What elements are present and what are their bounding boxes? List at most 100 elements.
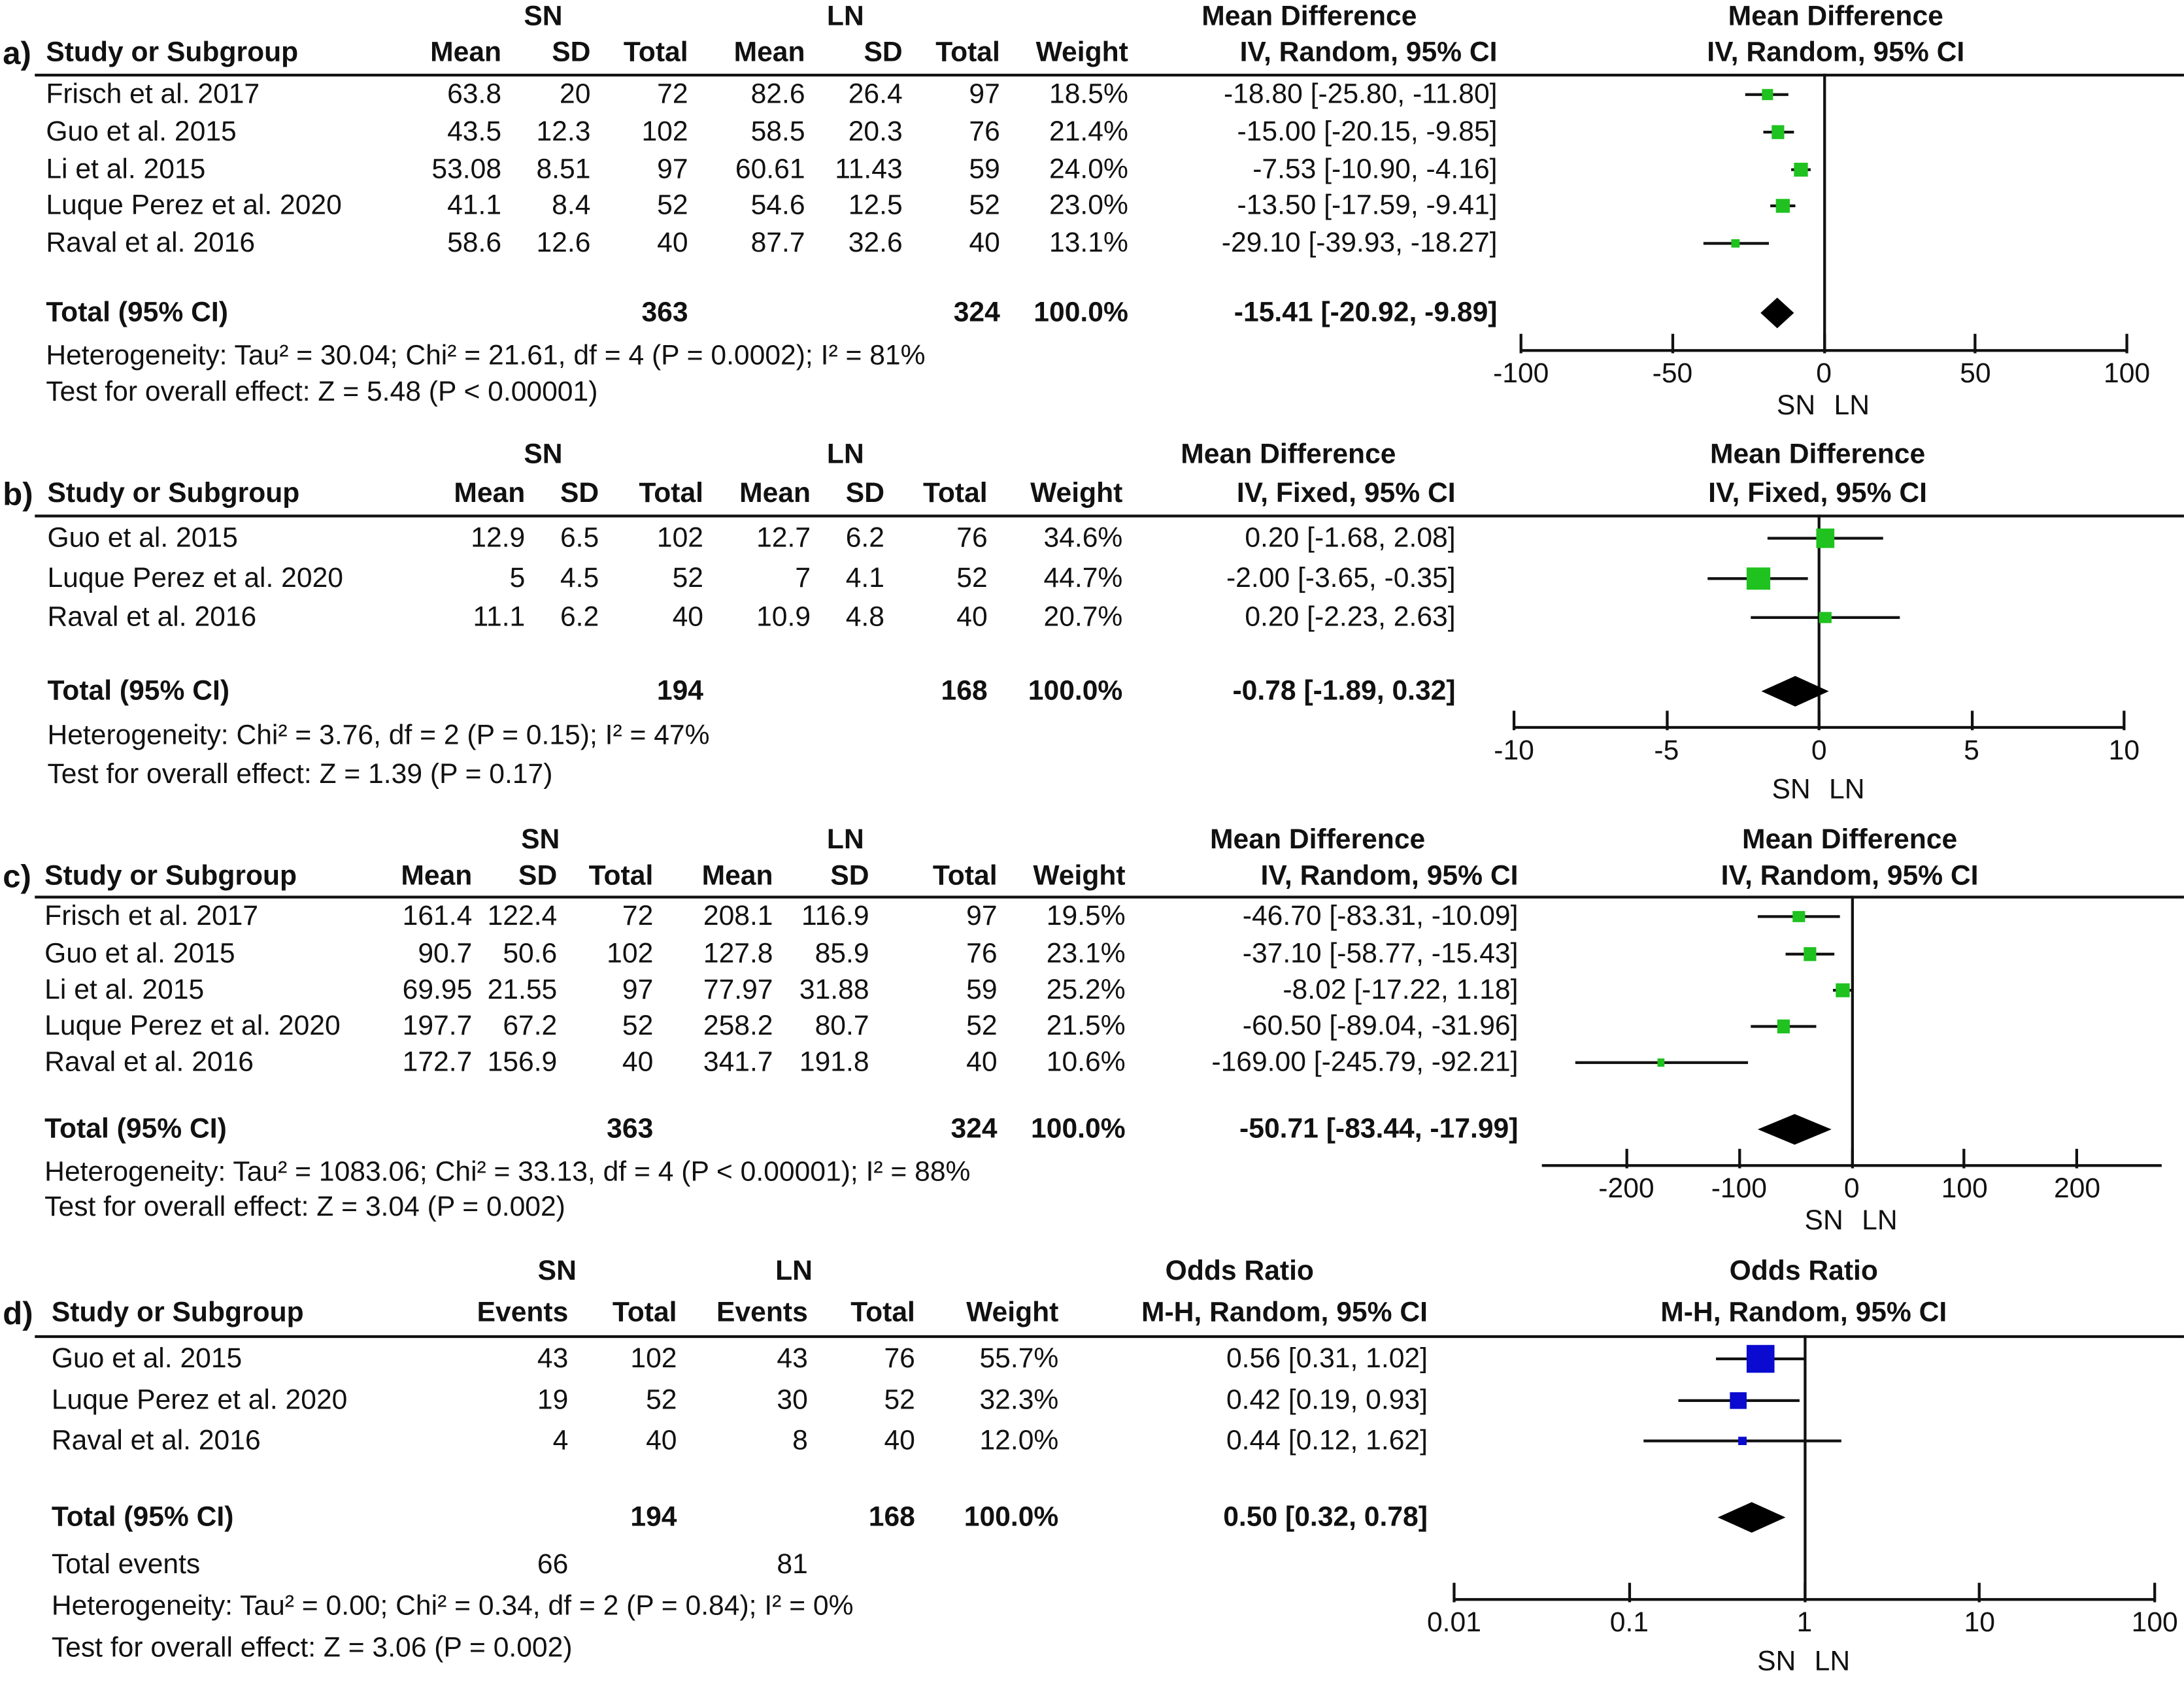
table-cell: -7.53 [-10.90, -4.16]	[1252, 154, 1498, 186]
effect-marker	[1794, 163, 1808, 177]
table-cell: 102	[607, 939, 654, 970]
total-cell: 100.0%	[964, 1502, 1059, 1533]
x-tick	[1665, 710, 1668, 731]
header-rule	[35, 895, 2184, 899]
effect-marker	[1815, 529, 1835, 548]
column-header: SD	[552, 37, 591, 69]
table-cell: 20.3	[848, 116, 903, 148]
effect-marker	[1746, 1344, 1775, 1373]
table-cell: 21.4%	[1049, 116, 1128, 148]
table-cell: 19	[537, 1385, 569, 1416]
table-cell: -60.50 [-89.04, -31.96]	[1242, 1011, 1519, 1042]
table-cell: 85.9	[815, 939, 869, 970]
table-cell: 40	[966, 1047, 998, 1078]
column-header: IV, Fixed, 95% CI	[1236, 478, 1456, 509]
study-name: Frisch et al. 2017	[44, 901, 259, 932]
x-tick	[1817, 710, 1821, 731]
extra-row-cell: 66	[537, 1549, 569, 1580]
column-header: Mean	[733, 37, 805, 69]
pooled-diamond-shape	[1717, 1502, 1786, 1533]
x-tick	[1738, 1148, 1741, 1169]
table-cell: 4.8	[845, 602, 884, 633]
column-header: SD	[864, 37, 903, 69]
table-cell: 87.7	[750, 227, 805, 259]
x-tick-label: 0.01	[1426, 1607, 1481, 1639]
study-name: Raval et al. 2016	[46, 227, 256, 259]
study-name: Guo et al. 2015	[44, 939, 235, 970]
total-cell: -50.71 [-83.44, -17.99]	[1239, 1114, 1519, 1145]
group-label-sn: SN	[524, 1, 563, 32]
null-line	[1823, 73, 1826, 351]
overall-effect-text: Test for overall effect: Z = 1.39 (P = 0…	[47, 759, 553, 790]
column-header: Total	[639, 478, 704, 509]
table-cell: 0.42 [0.19, 0.93]	[1226, 1385, 1428, 1416]
panel-label: c)	[3, 858, 31, 895]
table-cell: 0.56 [0.31, 1.02]	[1226, 1343, 1428, 1375]
effect-marker	[1657, 1058, 1666, 1067]
effect-marker	[1793, 910, 1806, 923]
table-cell: 41.1	[447, 190, 502, 222]
plot-title: Odds Ratio	[1729, 1256, 1878, 1287]
total-cell: 324	[953, 297, 1000, 329]
table-cell: 50.6	[503, 939, 558, 970]
table-cell: 12.9	[471, 523, 526, 554]
study-name: Guo et al. 2015	[46, 116, 237, 148]
effect-marker	[1776, 199, 1790, 213]
table-cell: 12.3	[536, 116, 591, 148]
table-cell: -29.10 [-39.93, -18.27]	[1221, 227, 1498, 259]
table-cell: 4.5	[560, 563, 599, 594]
table-cell: 97	[622, 975, 654, 1006]
table-cell: 52	[884, 1385, 915, 1416]
x-tick-label: -100	[1711, 1174, 1767, 1205]
x-tick-label: -200	[1598, 1174, 1655, 1205]
group-label-ln: LN	[826, 439, 864, 471]
study-name: Raval et al. 2016	[51, 1425, 261, 1457]
table-cell: 23.1%	[1046, 939, 1126, 970]
column-header: Mean	[739, 478, 811, 509]
effect-measure-title: Mean Difference	[1181, 439, 1396, 471]
table-cell: 0.44 [0.12, 1.62]	[1226, 1425, 1428, 1457]
table-cell: 10.9	[756, 602, 811, 633]
column-header: Weight	[1030, 478, 1123, 509]
table-cell: 40	[657, 227, 688, 259]
table-cell: 40	[956, 602, 988, 633]
total-cell: -15.41 [-20.92, -9.89]	[1234, 297, 1498, 329]
table-cell: 55.7%	[979, 1343, 1059, 1375]
table-cell: 97	[969, 79, 1000, 110]
column-header: Mean	[401, 861, 473, 892]
table-cell: 40	[969, 227, 1000, 259]
column-header: Study or Subgroup	[44, 861, 297, 892]
x-tick-label: 0	[1816, 359, 1832, 390]
x-tick-label: 100	[1941, 1174, 1988, 1205]
total-cell: 168	[868, 1502, 915, 1533]
total-cell: 194	[630, 1502, 677, 1533]
effect-measure-title: Mean Difference	[1201, 1, 1417, 32]
column-header: Events	[477, 1297, 569, 1329]
favours-right-label: LN	[1862, 1205, 1898, 1237]
x-tick-label: 10	[1964, 1607, 1995, 1639]
table-cell: 52	[657, 190, 688, 222]
x-tick-label: -100	[1493, 359, 1549, 390]
group-label-sn: SN	[521, 824, 560, 856]
column-header: Weight	[1035, 37, 1128, 69]
table-cell: 21.5%	[1046, 1011, 1126, 1042]
table-cell: 20.7%	[1043, 602, 1123, 633]
table-cell: 13.1%	[1049, 227, 1128, 259]
table-cell: 67.2	[503, 1011, 558, 1042]
effect-marker	[1738, 1437, 1747, 1445]
column-header: Mean	[701, 861, 773, 892]
table-cell: 44.7%	[1043, 563, 1123, 594]
effect-marker	[1761, 89, 1773, 101]
total-cell: 363	[607, 1114, 654, 1145]
total-cell: 100.0%	[1031, 1114, 1126, 1145]
column-header: Total	[588, 861, 654, 892]
table-cell: 52	[956, 563, 988, 594]
null-line	[1850, 895, 1853, 1166]
x-tick-label: 5	[1964, 735, 1979, 767]
x-tick-label: 0	[1811, 735, 1827, 767]
column-header: Study or Subgroup	[46, 37, 299, 69]
x-tick	[1624, 1148, 1628, 1169]
study-name: Frisch et al. 2017	[46, 79, 260, 110]
plot-subtitle: IV, Random, 95% CI	[1707, 37, 1965, 69]
x-tick-label: 100	[2131, 1607, 2178, 1639]
